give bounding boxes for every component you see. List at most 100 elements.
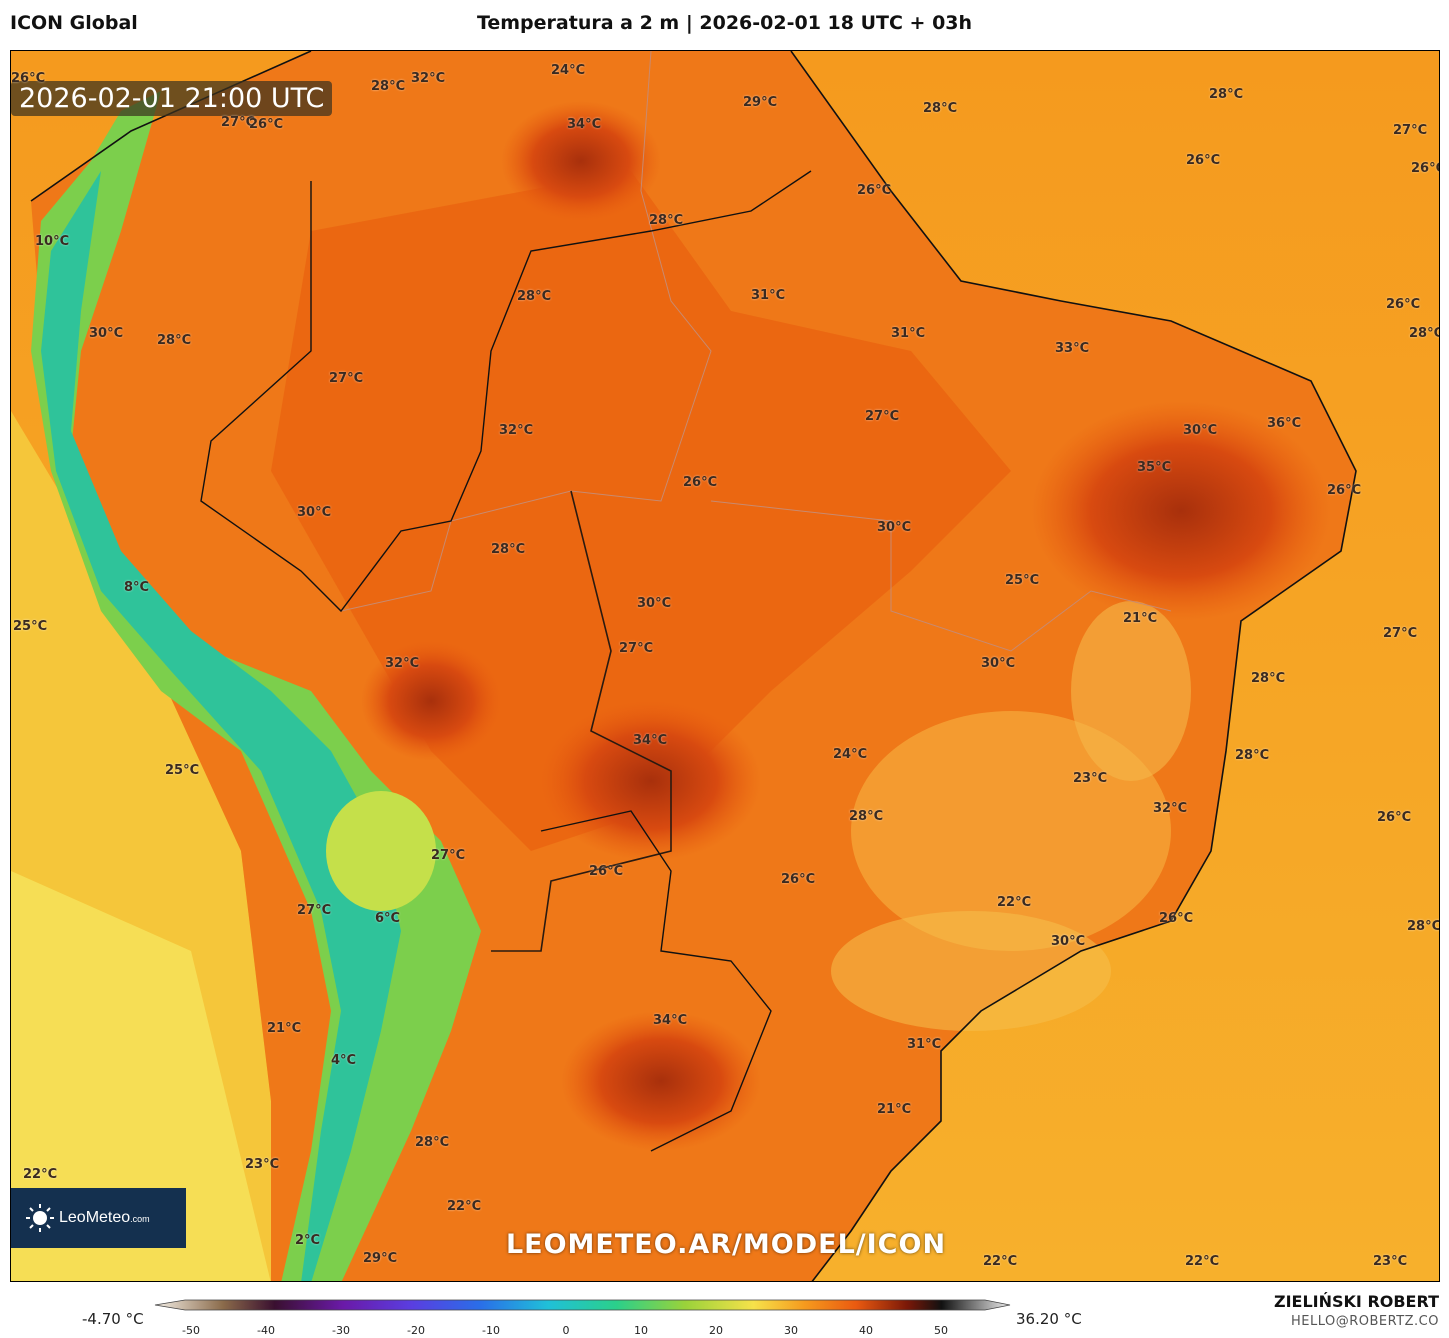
- temperature-label: 29°C: [743, 95, 778, 110]
- logo-brand: LeoMeteo: [59, 1209, 131, 1226]
- temperature-label: 27°C: [1383, 626, 1418, 641]
- colorbar-tick: -50: [182, 1324, 200, 1337]
- temperature-label: 28°C: [923, 101, 958, 116]
- temperature-label: 28°C: [415, 1135, 450, 1150]
- temperature-label: 26°C: [1411, 161, 1439, 176]
- temperature-label: 27°C: [221, 115, 256, 130]
- temperature-label: 21°C: [267, 1021, 302, 1036]
- temperature-label: 28°C: [517, 289, 552, 304]
- temperature-label: 22°C: [447, 1199, 482, 1214]
- temperature-label: 24°C: [551, 63, 586, 78]
- temperature-label: 27°C: [329, 371, 364, 386]
- temperature-label: 33°C: [1055, 341, 1090, 356]
- colorbar-tick: -20: [407, 1324, 425, 1337]
- temperature-label: 29°C: [363, 1251, 398, 1266]
- temperature-label: 21°C: [1123, 611, 1158, 626]
- temperature-label: 30°C: [1183, 423, 1218, 438]
- temperature-field: [11, 51, 1439, 1281]
- colorbar-tick: 40: [859, 1324, 873, 1337]
- temperature-label: 4°C: [331, 1053, 357, 1068]
- model-name: ICON Global: [10, 12, 138, 34]
- temperature-label: 30°C: [1051, 934, 1086, 949]
- temperature-label: 28°C: [1235, 748, 1270, 763]
- temperature-label: 36°C: [1267, 416, 1302, 431]
- temperature-label: 22°C: [983, 1254, 1018, 1269]
- temperature-label: 26°C: [1386, 297, 1421, 312]
- colorbar-tick: 10: [634, 1324, 648, 1337]
- temperature-label: 25°C: [165, 763, 200, 778]
- temperature-label: 32°C: [411, 71, 446, 86]
- temperature-label: 27°C: [1393, 123, 1428, 138]
- colorbar-tick: 0: [562, 1324, 570, 1337]
- temperature-label: 26°C: [1186, 153, 1221, 168]
- temperature-label: 28°C: [1251, 671, 1286, 686]
- map-title: Temperatura a 2 m | 2026-02-01 18 UTC + …: [476, 12, 973, 34]
- temperature-label: 28°C: [849, 809, 884, 824]
- temperature-label: 27°C: [431, 848, 466, 863]
- temperature-label: 31°C: [891, 326, 926, 341]
- temperature-label: 30°C: [877, 520, 912, 535]
- temperature-label: 26°C: [1327, 483, 1362, 498]
- temperature-label: 35°C: [1137, 460, 1172, 475]
- temperature-label: 28°C: [157, 333, 192, 348]
- temperature-label: 22°C: [23, 1167, 58, 1182]
- temperature-label: 30°C: [981, 656, 1016, 671]
- temperature-label: 28°C: [491, 542, 526, 557]
- author-name: ZIELIŃSKI ROBERT: [1273, 1292, 1439, 1311]
- temperature-label: 28°C: [1209, 87, 1244, 102]
- temperature-label: 21°C: [877, 1102, 912, 1117]
- temperature-label: 23°C: [1073, 771, 1108, 786]
- temperature-label: 28°C: [1407, 919, 1440, 934]
- temperature-label: 34°C: [653, 1013, 688, 1028]
- temperature-label: 31°C: [751, 288, 786, 303]
- temperature-label: 2°C: [295, 1233, 321, 1248]
- logo-suffix: .com: [130, 1214, 150, 1224]
- temperature-label: 24°C: [833, 747, 868, 762]
- temperature-label: 32°C: [499, 423, 534, 438]
- temperature-label: 26°C: [589, 864, 624, 879]
- leometeo-logo[interactable]: LeoMeteo.com: [11, 1188, 186, 1248]
- temperature-label: 23°C: [245, 1157, 280, 1172]
- temperature-label: 25°C: [1005, 573, 1040, 588]
- temperature-map[interactable]: 2026-02-01 21:00 UTC 26°C 32°C 24°C 28°C 27°…: [10, 50, 1440, 1282]
- temperature-label: 32°C: [1153, 801, 1188, 816]
- temperature-label: 34°C: [633, 733, 668, 748]
- colorbar-gradient: [154, 1299, 1011, 1311]
- temperature-label: 34°C: [567, 117, 602, 132]
- valid-time-badge: 2026-02-01 21:00 UTC: [11, 81, 333, 116]
- temperature-label: 30°C: [637, 596, 672, 611]
- temperature-label: 10°C: [35, 234, 70, 249]
- temperature-label: 8°C: [124, 580, 150, 595]
- temperature-label: 27°C: [865, 409, 900, 424]
- temperature-label: 28°C: [371, 79, 406, 94]
- author-email[interactable]: HELLO@ROBERTZ.CO: [1290, 1314, 1439, 1329]
- colorbar-tick: 30: [784, 1324, 798, 1337]
- temperature-label: 26°C: [683, 475, 718, 490]
- temperature-label: 6°C: [375, 911, 401, 926]
- temperature-label: 26°C: [11, 71, 46, 86]
- temperature-label: 26°C: [781, 872, 816, 887]
- colorbar-tick: -30: [332, 1324, 350, 1337]
- colorbar: -4.70 °C -50 -40 -30 -20 -10 0 10 2: [0, 1290, 1449, 1338]
- temperature-label: 28°C: [1409, 326, 1440, 341]
- temperature-label: 22°C: [1185, 1254, 1220, 1269]
- temperature-label: 23°C: [1373, 1254, 1408, 1269]
- colorbar-tick: -10: [482, 1324, 500, 1337]
- temperature-label: 26°C: [1377, 810, 1412, 825]
- temperature-label: 28°C: [649, 213, 684, 228]
- colorbar-min: -4.70 °C: [82, 1310, 144, 1328]
- website-watermark: LEOMETEO.AR/MODEL/ICON: [505, 1229, 947, 1260]
- colorbar-max: 36.20 °C: [1016, 1310, 1082, 1328]
- colorbar-tick: 50: [934, 1324, 948, 1337]
- colorbar-tick: 20: [709, 1324, 723, 1337]
- sun-icon: [26, 1204, 54, 1232]
- temperature-label: 27°C: [297, 903, 332, 918]
- temperature-label: 26°C: [1159, 911, 1194, 926]
- temperature-label: 30°C: [297, 505, 332, 520]
- temperature-label: 31°C: [907, 1037, 942, 1052]
- temperature-label: 25°C: [13, 619, 48, 634]
- colorbar-tick: -40: [257, 1324, 275, 1337]
- temperature-label: 32°C: [385, 656, 420, 671]
- temperature-label: 22°C: [997, 895, 1032, 910]
- temperature-label: 30°C: [89, 326, 124, 341]
